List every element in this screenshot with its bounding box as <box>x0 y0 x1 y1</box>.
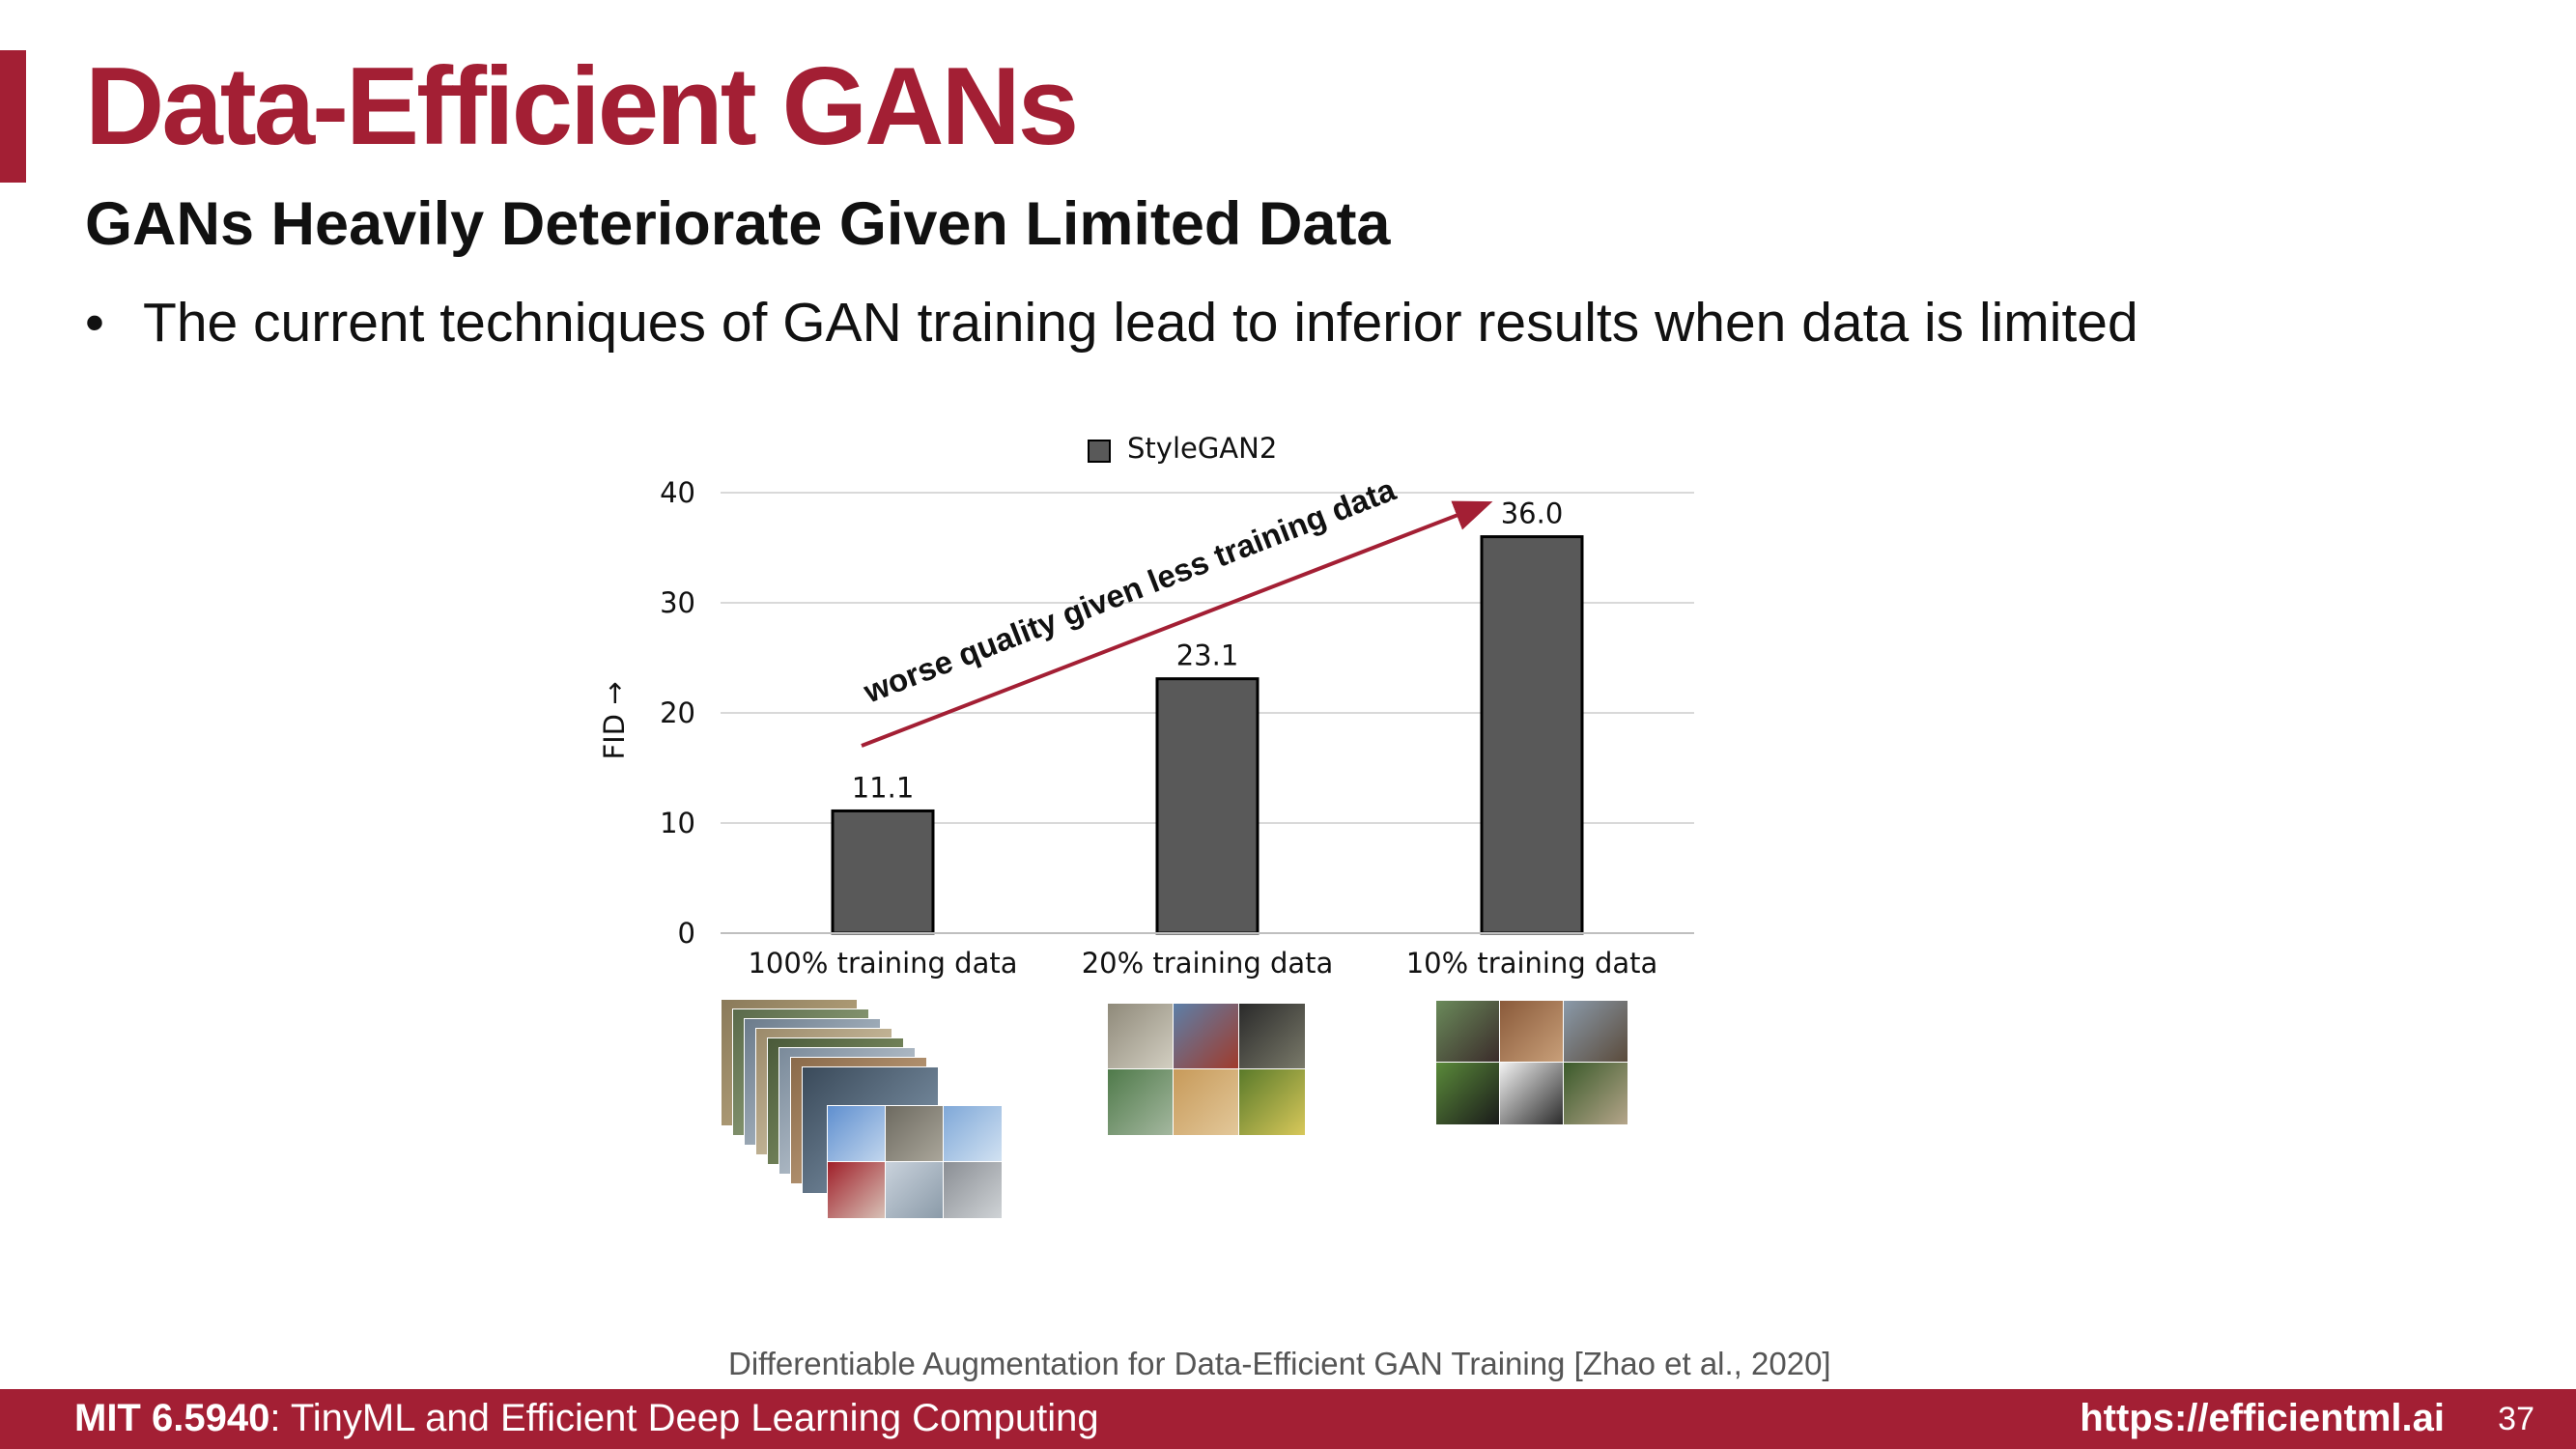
legend-label: StyleGAN2 <box>1127 432 1277 465</box>
thumbnail-grid-10 <box>1435 1000 1628 1127</box>
x-axis-categories: 100% training data 20% training data 10% t… <box>748 947 1657 980</box>
data-labels: 11.1 23.1 36.0 <box>852 497 1564 805</box>
footer-course: MIT 6.5940: TinyML and Efficient Deep Le… <box>74 1397 1099 1440</box>
image-tile <box>1563 1062 1628 1125</box>
image-tile <box>1173 1003 1240 1070</box>
bullet-marker: • <box>85 292 104 354</box>
bar <box>1155 677 1260 935</box>
y-tick-label: 40 <box>660 476 695 509</box>
image-tile <box>1435 1000 1501 1064</box>
data-label: 36.0 <box>1501 497 1564 530</box>
y-axis-label: FID → <box>598 681 631 759</box>
data-label: 11.1 <box>852 771 915 804</box>
footer-course-name: : TinyML and Efficient Deep Learning Com… <box>269 1397 1099 1439</box>
bar-series <box>831 535 1584 935</box>
title-accent-bar <box>0 50 26 183</box>
image-tile <box>885 1105 945 1163</box>
image-tile <box>1238 1068 1306 1136</box>
image-tile <box>1173 1068 1240 1136</box>
image-tile <box>943 1161 1003 1219</box>
trend-annotation: worse quality given less training data <box>858 471 1401 710</box>
image-tile <box>1107 1068 1175 1136</box>
image-tile <box>1107 1003 1175 1070</box>
image-tile <box>885 1161 945 1219</box>
footer-url-link[interactable]: https://efficientml.ai <box>2080 1397 2445 1439</box>
image-tile <box>1238 1003 1306 1070</box>
slide-subtitle: GANs Heavily Deteriorate Given Limited D… <box>85 190 1391 258</box>
fid-bar-chart: 0 10 20 30 40 11.1 23.1 36.0 100% training dat… <box>598 432 1694 980</box>
image-tile <box>827 1161 887 1219</box>
image-tile <box>1499 1062 1565 1125</box>
y-tick-label: 10 <box>660 807 695 839</box>
trend-arrow <box>861 500 1493 748</box>
bullet-item: • The current techniques of GAN training … <box>85 290 2138 355</box>
y-tick-label: 0 <box>678 917 695 950</box>
citation: Differentiable Augmentation for Data-Eff… <box>728 1346 1831 1381</box>
image-tile <box>1499 1000 1565 1064</box>
footer-bar: MIT 6.5940: TinyML and Efficient Deep Le… <box>0 1389 2576 1449</box>
x-tick-label: 100% training data <box>748 947 1017 980</box>
image-tile <box>1563 1000 1628 1064</box>
thumbnail-grid-20 <box>1107 1003 1310 1138</box>
legend-swatch <box>1088 440 1111 463</box>
legend: StyleGAN2 <box>1088 432 1277 465</box>
bullet-text: The current techniques of GAN training l… <box>143 292 2138 354</box>
footer-course-code: MIT 6.5940 <box>74 1397 270 1439</box>
x-tick-label: 10% training data <box>1406 947 1658 980</box>
y-axis-ticks: 0 10 20 30 40 <box>660 476 695 950</box>
bar <box>831 809 935 935</box>
x-tick-label: 20% training data <box>1082 947 1334 980</box>
image-tile <box>1435 1062 1501 1125</box>
slide-title: Data-Efficient GANs <box>85 45 1079 168</box>
image-tile <box>943 1105 1003 1163</box>
y-tick-label: 30 <box>660 586 695 619</box>
image-tile <box>827 1105 887 1163</box>
y-tick-label: 20 <box>660 696 695 729</box>
page-number: 37 <box>2498 1401 2534 1437</box>
thumbnail-stack-100 <box>721 999 1020 1231</box>
bar <box>1480 535 1584 935</box>
data-label: 23.1 <box>1176 639 1239 672</box>
